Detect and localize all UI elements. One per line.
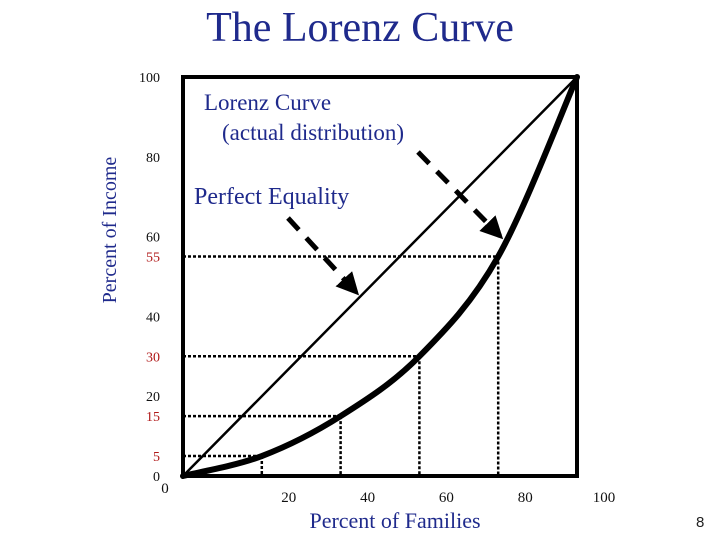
x-tick-100: 100 <box>593 490 616 506</box>
y-tick-5: 5 <box>153 450 160 465</box>
x-tick-20: 20 <box>281 490 296 506</box>
y-tick-55: 55 <box>146 251 160 266</box>
lorenz-curve-line <box>180 74 580 479</box>
x-tick-60: 60 <box>439 490 454 506</box>
y-tick-15: 15 <box>146 410 160 425</box>
perfect-equality-annotation: Perfect Equality <box>194 184 350 210</box>
perfect-equality-line <box>181 75 579 478</box>
y-tick-60: 60 <box>146 231 160 246</box>
y-tick-100: 100 <box>139 71 160 86</box>
lorenz-annotation-line2: (actual distribution) <box>222 120 405 145</box>
lorenz-annotation-arrow <box>416 150 504 240</box>
y-tick-0: 0 <box>153 470 160 485</box>
x-tick-80: 80 <box>518 490 533 506</box>
y-tick-40: 40 <box>146 310 160 325</box>
y-tick-20: 20 <box>146 390 160 405</box>
page-number: 8 <box>696 514 705 531</box>
lorenz-annotation-line1: Lorenz Curve <box>204 90 332 115</box>
chart-title: The Lorenz Curve <box>206 5 514 51</box>
lorenz-curve-annotation: Lorenz Curve (actual distribution) <box>196 88 476 148</box>
y-tick-80: 80 <box>146 151 160 166</box>
x-tick-40: 40 <box>360 490 375 506</box>
x-axis-label: Percent of Families <box>309 508 481 533</box>
y-tick-30: 30 <box>146 350 160 365</box>
x-tick-0: 0 <box>161 481 169 497</box>
plot-frame <box>181 75 579 478</box>
equality-annotation-arrow <box>286 216 360 296</box>
